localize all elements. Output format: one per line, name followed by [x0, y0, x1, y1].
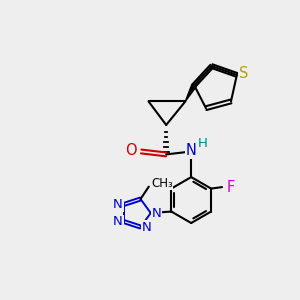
Text: N: N — [113, 215, 123, 228]
Text: CH₃: CH₃ — [151, 177, 173, 190]
Text: F: F — [226, 180, 235, 195]
Text: S: S — [239, 66, 248, 81]
Polygon shape — [185, 84, 197, 101]
Text: O: O — [125, 143, 137, 158]
Text: N: N — [186, 143, 197, 158]
Text: H: H — [197, 137, 207, 150]
Text: N: N — [113, 198, 123, 211]
Text: N: N — [152, 206, 162, 220]
Text: N: N — [142, 220, 152, 233]
